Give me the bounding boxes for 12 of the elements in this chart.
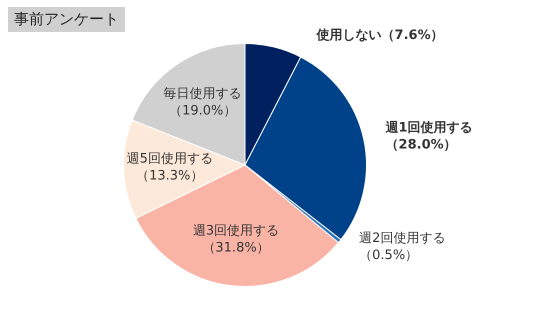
data-label: （0.5%） xyxy=(359,248,418,264)
slice-label: 週5回使用する xyxy=(126,152,213,167)
slice-label: 週1回使用する xyxy=(384,120,473,136)
slice-label: 週2回使用する xyxy=(359,231,446,246)
chart-title: 事前アンケート xyxy=(8,7,125,32)
data-label: （28.0%） xyxy=(386,138,457,153)
data-label: （19.0%） xyxy=(169,104,236,119)
data-label: （31.8%） xyxy=(202,240,270,256)
slice-label: 毎日使用する xyxy=(164,86,242,102)
slice-label: 週3回使用する xyxy=(192,224,280,239)
data-label: （13.3%） xyxy=(136,168,204,184)
slice-label: 使用しない（7.6%） xyxy=(316,28,444,43)
